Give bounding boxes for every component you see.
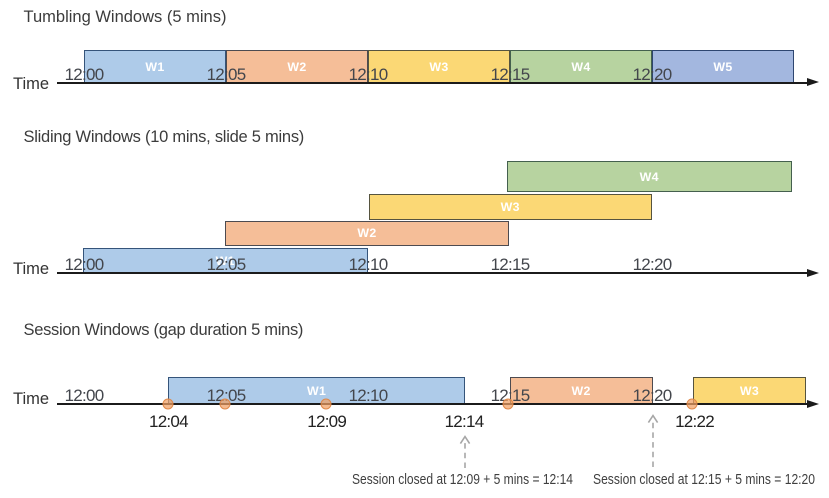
tumbling-window-label-w2: W2 (287, 59, 307, 74)
session-event-dot-5 (686, 398, 698, 410)
session-below-tick-label-1222: 12:22 (675, 411, 715, 431)
session-session-close-arrow-icon-1 (459, 434, 471, 468)
sliding-tick-label-1200: 12:00 (64, 254, 105, 274)
tumbling-tick-label-1215: 12:15 (490, 64, 531, 84)
sliding-window-box-w4 (506, 161, 792, 193)
sliding-window-box-w2 (225, 220, 509, 246)
session-below-tick-label-1204: 12:04 (148, 411, 189, 431)
session-below-tick-label-1209: 12:09 (307, 411, 347, 431)
session-window-box-w3 (692, 377, 807, 405)
sliding-window-label-w2: W2 (357, 226, 377, 241)
tumbling-time-axis-label: Time (13, 74, 50, 93)
session-time-axis (57, 403, 808, 406)
session-window-label-w1: W1 (307, 384, 327, 399)
tumbling-window-box-w3 (368, 50, 510, 84)
sliding-time-axis-arrowhead-icon (806, 268, 819, 277)
tumbling-time-axis-arrowhead-icon (806, 78, 819, 86)
tumbling-window-label-w3: W3 (429, 59, 449, 74)
session-session-close-arrow-icon-2 (647, 413, 659, 467)
session-window-label-w2: W2 (571, 384, 591, 399)
session-tick-label-1215: 12:15 (490, 386, 531, 406)
tumbling-window-label-w1: W1 (145, 59, 165, 74)
session-time-axis-label: Time (13, 389, 50, 408)
session-time-axis-arrowhead-icon (806, 399, 819, 408)
sliding-windows-title: Sliding Windows (10 mins, slide 5 mins) (23, 127, 305, 146)
session-window-label-w3: W3 (739, 384, 760, 399)
tumbling-tick-label-1205: 12:05 (206, 64, 247, 84)
session-tick-label-1220: 12:20 (632, 386, 673, 406)
tumbling-windows-title: Tumbling Windows (5 mins) (23, 8, 227, 26)
session-event-dot-2 (219, 398, 231, 410)
session-tick-label-1200: 12:00 (64, 386, 105, 406)
sliding-window-box-w1 (83, 247, 368, 274)
sliding-tick-label-1220: 12:20 (632, 254, 673, 274)
session-callout-text-1: Session closed at 12:09 + 5 mins = 12:14 (352, 470, 631, 488)
session-event-dot-3 (320, 398, 332, 410)
tumbling-window-label-w4: W4 (571, 59, 591, 74)
sliding-window-box-w3 (368, 193, 652, 220)
sliding-tick-label-1210: 12:10 (348, 254, 389, 274)
session-event-dot-4 (502, 398, 514, 410)
session-callout-text-2: Session closed at 12:15 + 5 mins = 12:20 (593, 470, 829, 488)
session-tick-label-1210: 12:10 (348, 386, 389, 406)
session-window-box-w1 (168, 377, 466, 405)
tumbling-tick-label-1210: 12:10 (348, 64, 389, 84)
sliding-window-label-w1: W1 (215, 253, 235, 268)
tumbling-tick-label-1200: 12:00 (64, 64, 105, 84)
session-tick-label-1205: 12:05 (206, 386, 247, 406)
session-callout-text-span-2: Session closed at 12:15 + 5 mins = 12:20 (593, 470, 815, 488)
sliding-tick-label-1215: 12:15 (490, 254, 531, 274)
sliding-tick-label-1205: 12:05 (206, 254, 247, 274)
tumbling-tick-label-1220: 12:20 (632, 64, 673, 84)
sliding-time-axis (57, 272, 808, 274)
tumbling-window-label-w5: W5 (713, 59, 733, 74)
session-below-tick-label-1214: 12:14 (444, 411, 485, 431)
tumbling-time-axis (57, 81, 808, 84)
session-windows-title: Session Windows (gap duration 5 mins) (23, 321, 304, 340)
session-event-dot-1 (162, 398, 173, 410)
sliding-time-axis-label: Time (13, 260, 50, 279)
session-callout-text-span-1: Session closed at 12:09 + 5 mins = 12:14 (352, 470, 574, 488)
sliding-window-label-w3: W3 (500, 199, 520, 214)
sliding-window-label-w4: W4 (639, 169, 659, 184)
tumbling-window-box-w1 (84, 50, 226, 84)
tumbling-window-box-w5 (652, 50, 794, 84)
